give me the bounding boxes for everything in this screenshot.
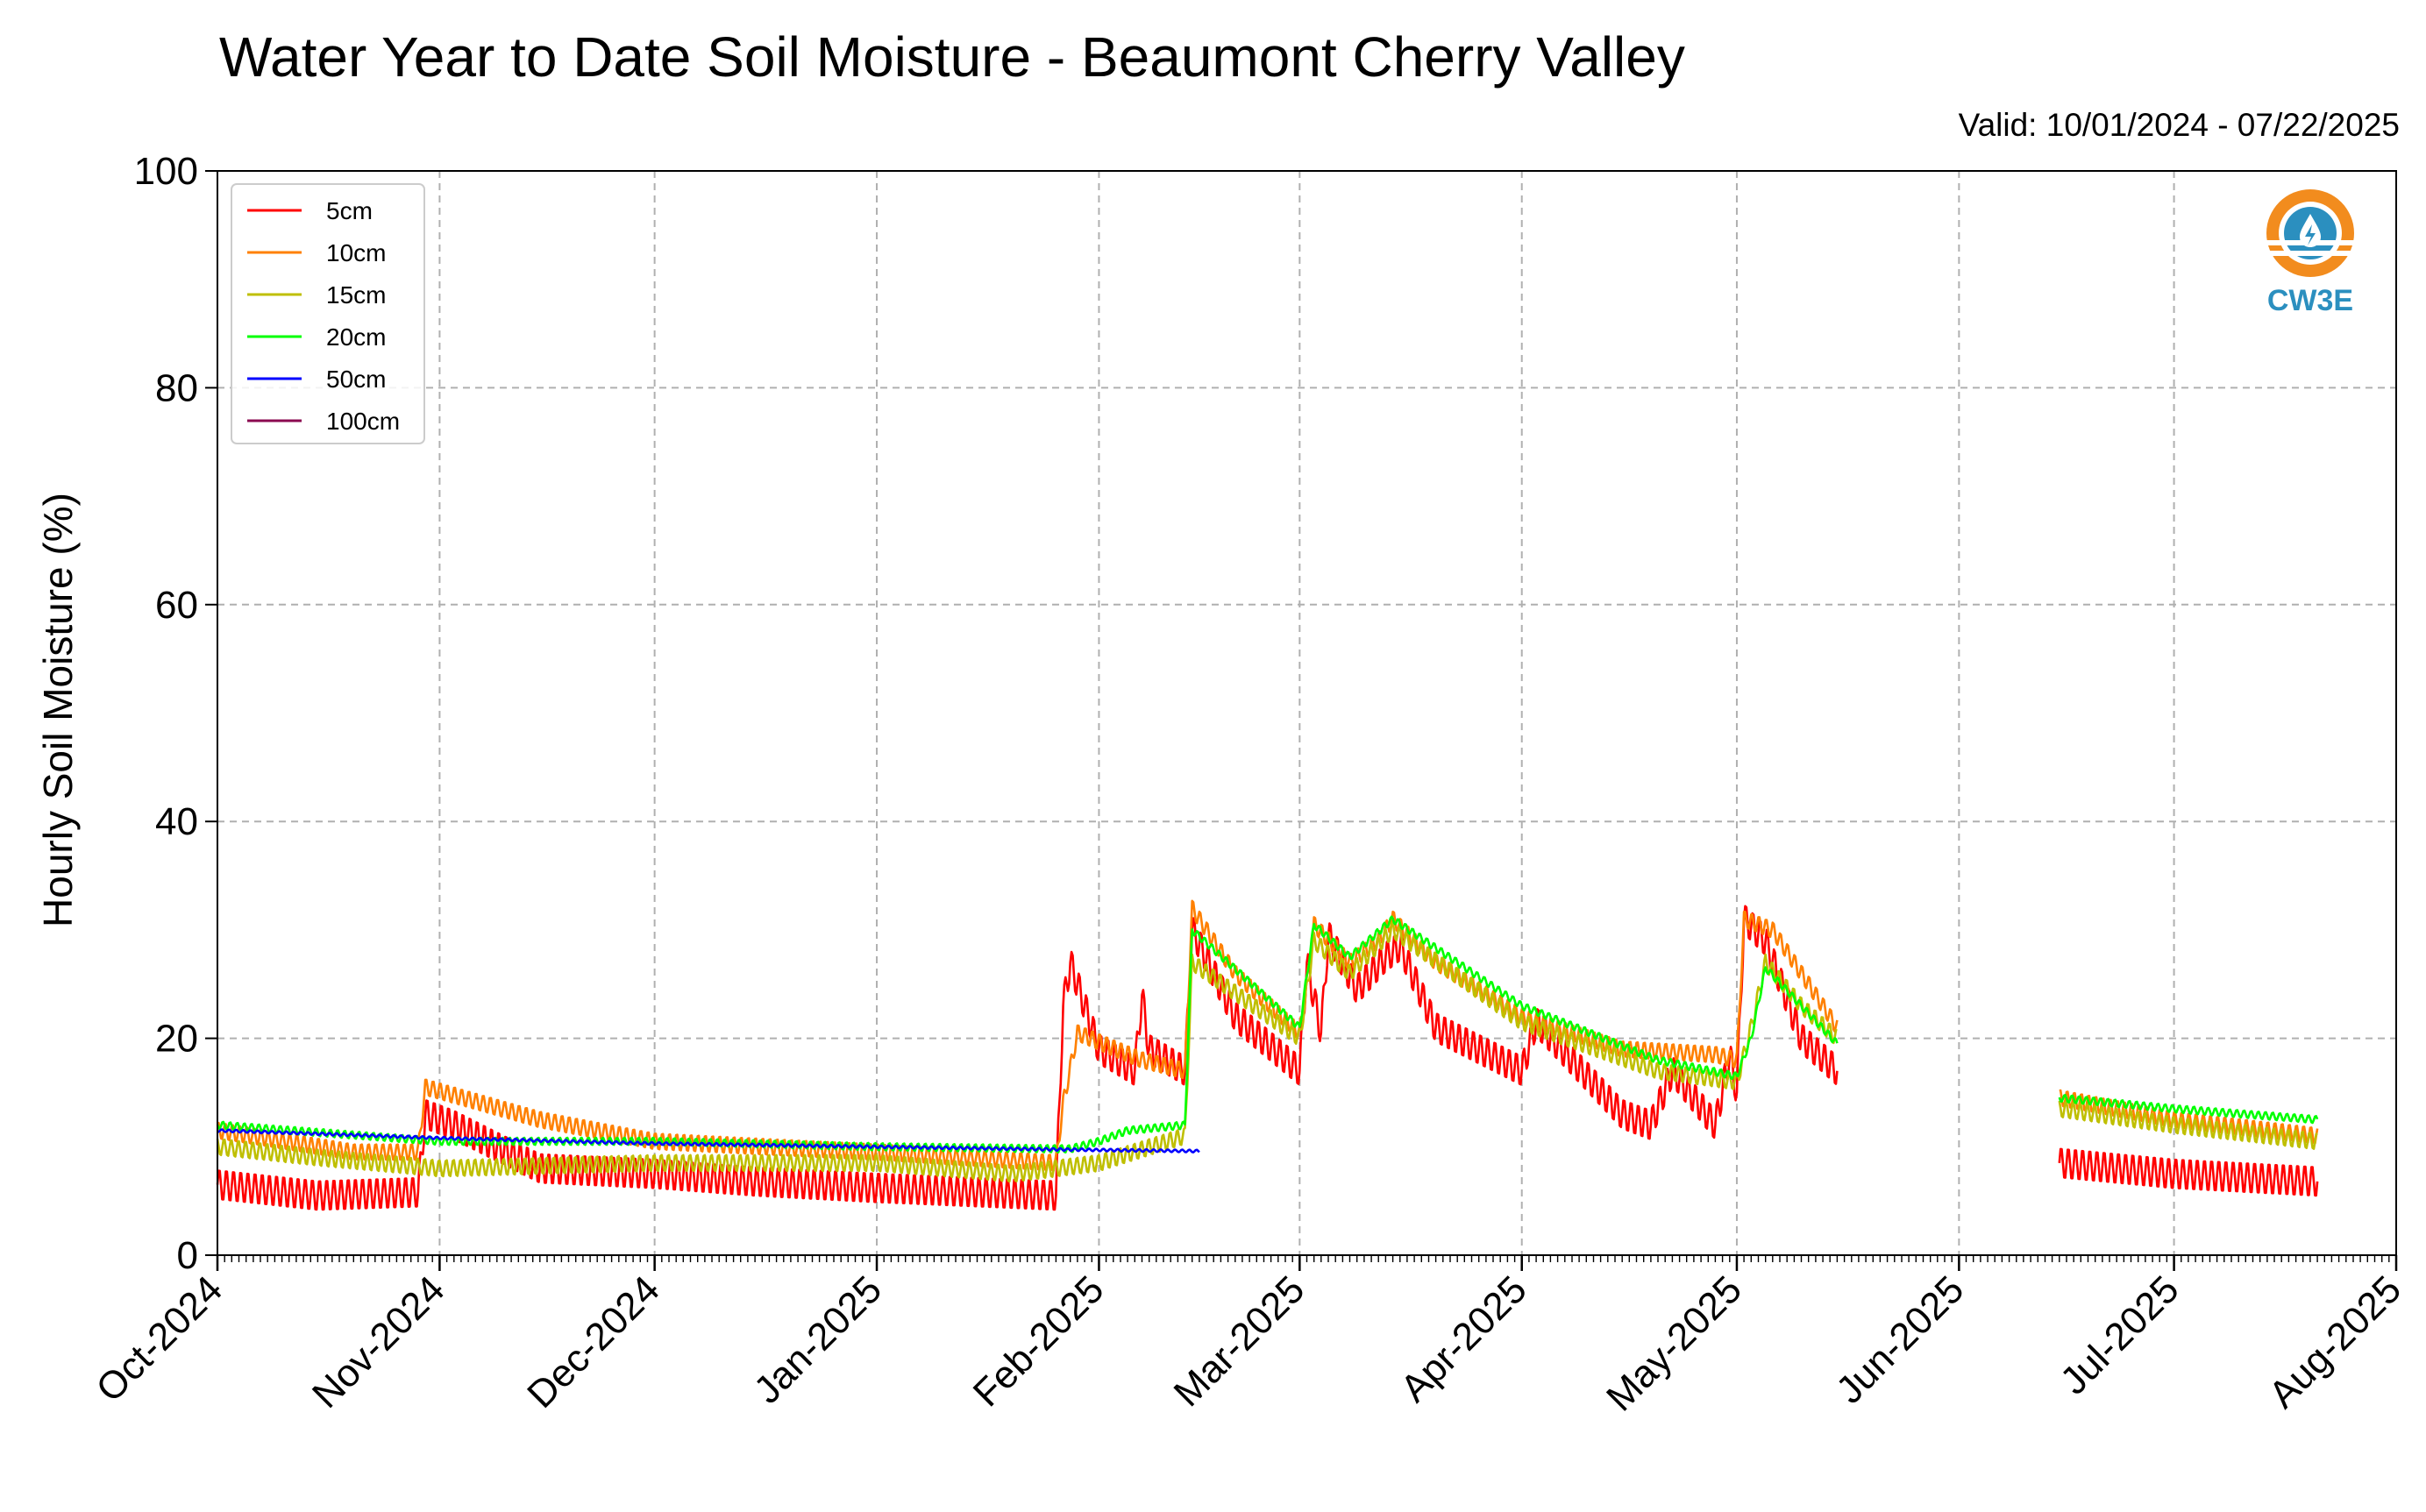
x-minor-ticks [217,1255,2397,1262]
x-tick-label: Dec-2024 [519,1267,668,1416]
axes: 0 20 40 60 80 100 Oct-2024 Nov-2024 Dec-2024 Jan-… [88,150,2409,1419]
valid-date-range: Valid: 10/01/2024 - 07/22/2025 [1958,107,2400,143]
x-tick-label: Mar-2025 [1166,1267,1313,1415]
series-line-10cm [217,899,1839,1172]
y-tick-label: 20 [155,1018,198,1061]
legend-label-100cm: 100cm [326,408,400,435]
series-line-15cm [2058,1100,2318,1150]
legend-label-15cm: 15cm [326,281,386,309]
y-tick-label: 60 [155,584,198,627]
legend-label-50cm: 50cm [326,366,386,393]
legend: 5cm 10cm 15cm 20cm 50cm 100cm [231,183,425,444]
y-tick-label: 80 [155,366,198,409]
x-tick-label: Nov-2024 [304,1267,453,1416]
chart-title: Water Year to Date Soil Moisture - Beaum… [219,25,1685,89]
y-tick-label: 40 [155,800,198,843]
series-line-20cm [216,915,1839,1154]
series-line-20cm [2058,1094,2319,1125]
water-drop-icon [2266,189,2354,277]
x-tick-label: Oct-2024 [88,1267,231,1410]
x-tick-label: Aug-2025 [2260,1267,2409,1416]
x-tick-label: May-2025 [1598,1267,1750,1419]
cw3e-logo: CW3E [2249,186,2372,326]
series-lines [216,899,2319,1211]
legend-label-20cm: 20cm [326,323,386,351]
series-line-15cm [216,920,1838,1183]
legend-label-10cm: 10cm [326,239,386,266]
cw3e-logo-text: CW3E [2266,284,2354,317]
gridlines [217,171,2396,1255]
series-line-5cm [2058,1147,2319,1197]
x-tick-label: Jun-2025 [1828,1267,1972,1411]
plot-frame [217,170,2397,1256]
y-tick-label: 0 [177,1234,198,1277]
legend-label-5cm: 5cm [326,197,373,224]
x-tick-label: Jul-2025 [2052,1267,2188,1402]
x-tick-label: Jan-2025 [746,1267,890,1411]
x-tick-label: Apr-2025 [1392,1267,1535,1410]
y-tick-label: 100 [134,150,198,193]
series-line-50cm [217,1128,1200,1154]
x-tick-label: Feb-2025 [965,1267,1113,1415]
